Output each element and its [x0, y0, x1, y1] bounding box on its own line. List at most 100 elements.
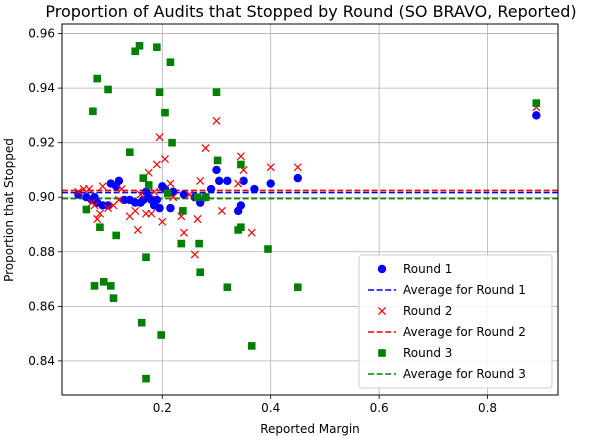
legend-label: Average for Round 3	[403, 367, 526, 381]
x-tick-label: 0.2	[153, 401, 172, 415]
x-marker-stroke	[166, 179, 175, 188]
x-marker-stroke	[234, 179, 243, 188]
series-1-points	[74, 111, 541, 216]
data-point	[532, 111, 541, 120]
data-point	[179, 228, 188, 237]
data-point	[234, 179, 243, 188]
data-point	[193, 215, 202, 224]
x-marker-stroke	[133, 225, 142, 234]
x-marker-stroke	[150, 187, 159, 196]
x-marker-stroke	[131, 206, 140, 215]
data-point	[264, 245, 272, 253]
legend-marker-swatch	[377, 264, 387, 274]
data-point	[93, 215, 102, 224]
data-point	[215, 176, 224, 186]
chart-title: Proportion of Audits that Stopped by Rou…	[45, 2, 576, 21]
y-tick-label: 0.92	[28, 136, 55, 150]
data-point	[150, 187, 159, 196]
data-point	[166, 179, 175, 188]
x-marker-stroke	[266, 163, 275, 172]
data-point	[206, 184, 216, 194]
legend-item: Average for Round 3	[368, 367, 526, 381]
data-point	[82, 205, 91, 214]
x-marker-stroke	[104, 204, 113, 213]
y-tick-label: 0.88	[28, 245, 55, 259]
x-marker-stroke	[90, 201, 99, 210]
data-point	[142, 374, 150, 383]
data-point	[90, 282, 99, 290]
legend-item: Average for Round 2	[368, 325, 526, 339]
legend: Round 1 Average for Round 1 Round 2 Average…	[358, 254, 553, 389]
data-point	[293, 163, 302, 172]
data-point	[155, 203, 164, 213]
data-point	[95, 209, 104, 218]
legend-box	[358, 254, 553, 389]
data-point	[160, 155, 170, 164]
data-point	[103, 201, 113, 210]
x-marker-stroke	[247, 228, 256, 237]
y-tick-label: 0.84	[28, 354, 55, 368]
x-marker-stroke	[160, 155, 170, 164]
data-point	[293, 173, 303, 183]
data-point	[201, 193, 210, 202]
x-tick-label: 0.6	[370, 401, 389, 415]
data-point	[152, 160, 161, 169]
data-point	[158, 217, 167, 226]
data-point	[137, 318, 146, 327]
data-point	[179, 190, 189, 199]
y-tick-label: 0.86	[28, 299, 55, 313]
data-point	[223, 176, 232, 186]
data-point	[236, 201, 246, 210]
data-point	[131, 47, 139, 56]
data-point	[136, 190, 145, 199]
data-point	[109, 294, 118, 302]
data-point	[217, 206, 226, 215]
legend-label: Round 1	[403, 262, 452, 276]
data-point	[157, 331, 165, 339]
x-marker-stroke	[74, 187, 83, 196]
x-marker-stroke	[239, 165, 248, 174]
data-point	[236, 152, 245, 161]
data-point	[85, 185, 94, 194]
data-point	[212, 116, 221, 125]
data-point	[193, 193, 202, 202]
data-point	[237, 160, 245, 169]
series-3-points	[74, 103, 541, 259]
x-marker-stroke	[185, 190, 194, 199]
x-marker-stroke	[95, 209, 104, 218]
data-point	[112, 231, 121, 240]
x-marker-stroke	[179, 228, 188, 237]
data-point	[152, 195, 162, 205]
data-point	[89, 107, 97, 116]
x-marker-stroke	[98, 182, 107, 191]
data-point	[196, 176, 205, 185]
data-point	[139, 174, 148, 182]
x-marker-stroke	[155, 133, 164, 142]
legend-label: Round 3	[403, 346, 452, 360]
data-point	[106, 282, 115, 290]
x-marker-stroke	[190, 250, 199, 259]
data-point	[195, 239, 203, 248]
data-point	[117, 185, 126, 194]
data-point	[114, 195, 123, 204]
data-point	[247, 228, 256, 237]
x-marker-stroke	[114, 195, 123, 204]
data-point	[166, 58, 175, 66]
data-point	[185, 190, 194, 199]
data-point	[98, 182, 107, 191]
data-point	[155, 88, 164, 96]
legend-label: Average for Round 2	[403, 325, 526, 339]
x-marker-stroke	[293, 163, 302, 172]
x-marker-stroke	[158, 217, 167, 226]
data-point	[266, 179, 275, 188]
data-point	[114, 176, 124, 186]
data-point	[155, 133, 164, 142]
data-point	[179, 207, 187, 215]
data-point	[147, 209, 156, 218]
data-point	[294, 283, 302, 292]
grid	[62, 24, 558, 395]
x-marker-stroke	[152, 160, 161, 169]
axis-ticks: 0.2 0.4 0.6 0.8 0.84 0.86 0.88 0.90 0.92 0.94 0.96	[28, 27, 497, 415]
legend-label: Round 2	[403, 304, 452, 318]
data-point	[93, 74, 102, 83]
